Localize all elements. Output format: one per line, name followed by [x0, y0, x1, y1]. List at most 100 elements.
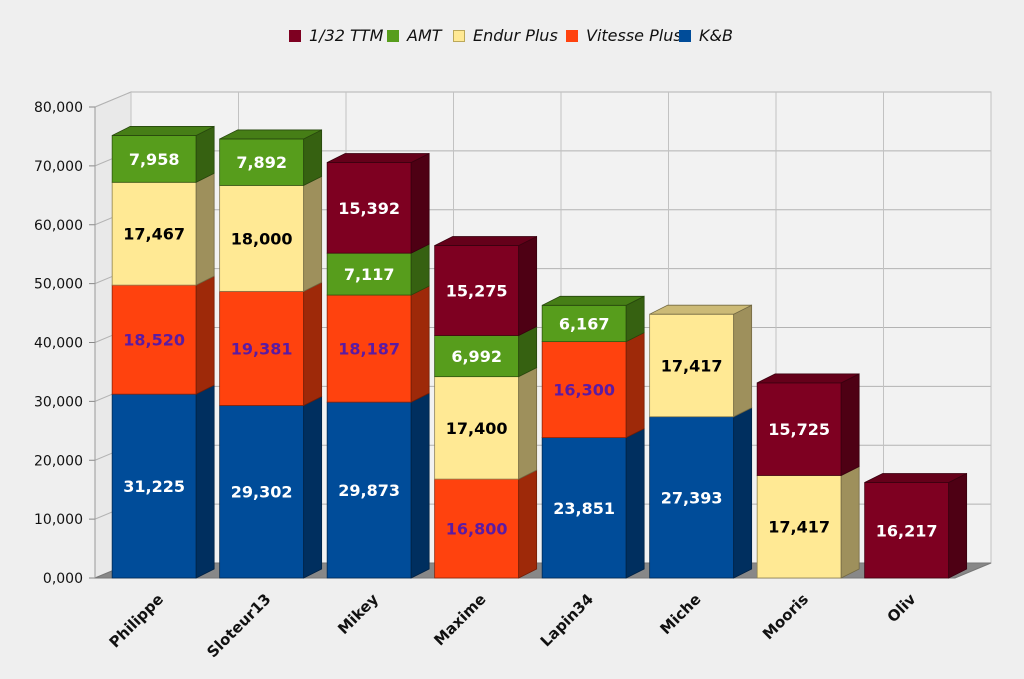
data-label: 16,217: [876, 521, 938, 540]
y-tick-label: 10,000: [34, 512, 83, 528]
legend-item-ttm: 1/32 TTM: [289, 26, 383, 45]
legend-swatch-kb: [679, 29, 691, 42]
bar-segment: [111, 181, 197, 286]
data-label: 23,851: [553, 499, 615, 518]
bar-side: [625, 427, 645, 579]
legend-swatch-endur: [453, 29, 465, 42]
bar-side: [518, 469, 538, 579]
legend-swatch-amt: [387, 29, 399, 42]
y-tick-label: 70,000: [34, 159, 83, 175]
bar-top: [649, 304, 752, 315]
y-tick-label: 40,000: [34, 336, 83, 352]
data-label: 6,167: [559, 314, 610, 333]
bar-segment: [326, 401, 412, 579]
legend-item-endur: Endur Plus: [453, 26, 558, 45]
y-tick-label: 80,000: [34, 100, 83, 116]
bar-top: [864, 473, 967, 483]
legend-swatch-ttm: [289, 29, 301, 42]
data-label: 18,000: [231, 229, 293, 248]
data-label: 19,381: [231, 339, 293, 358]
bar-segment: [649, 416, 735, 579]
chart-legend: 1/32 TTM AMT Endur Plus Vitesse Plus K&B: [0, 26, 1024, 54]
data-label: 18,187: [338, 340, 400, 359]
bar-side: [948, 472, 968, 579]
data-label: 17,467: [123, 225, 185, 244]
bar-segment: [756, 475, 842, 579]
bar-side: [733, 407, 753, 579]
bar-top: [756, 373, 860, 384]
legend-label-endur: Endur Plus: [473, 26, 558, 45]
bar-segment: [326, 294, 412, 403]
bar-top: [434, 236, 537, 246]
bar-segment: [326, 162, 412, 254]
y-tick-label: 50,000: [34, 277, 83, 293]
bar-side: [195, 125, 215, 183]
data-label: 29,302: [231, 483, 293, 502]
category-label: Mooris: [759, 590, 812, 643]
legend-item-amt: AMT: [387, 26, 442, 45]
bar-side: [625, 331, 645, 439]
category-label: Sloteur13: [203, 590, 274, 661]
data-label: 17,417: [768, 518, 830, 537]
data-label: 16,300: [553, 381, 615, 400]
bar-side: [303, 129, 323, 187]
data-label: 17,417: [661, 356, 723, 375]
data-label: 15,275: [446, 282, 508, 301]
bar-side: [195, 172, 215, 286]
legend-item-vitesse: Vitesse Plus: [566, 26, 682, 45]
bar-segment: [434, 335, 520, 378]
bar-top: [111, 126, 215, 136]
bar-side: [195, 384, 215, 579]
chart-bars: [111, 125, 968, 579]
data-label: 17,400: [446, 419, 508, 438]
data-label: 6,992: [451, 347, 502, 366]
bar-segment: [434, 245, 520, 336]
bar-side: [840, 465, 860, 579]
bar-side: [410, 152, 430, 254]
legend-label-kb: K&B: [699, 26, 733, 45]
bar-side: [303, 175, 323, 293]
data-label: 15,392: [338, 199, 400, 218]
bar-side: [195, 275, 215, 395]
legend-item-kb: K&B: [679, 26, 733, 45]
data-label: 7,892: [236, 153, 287, 172]
category-label: Philippe: [106, 590, 167, 651]
bar-segment: [864, 482, 950, 579]
y-tick-label: 20,000: [34, 453, 83, 469]
bar-side: [410, 285, 430, 403]
bar-side: [303, 395, 323, 579]
category-label: Lapin34: [537, 590, 597, 650]
bar-side: [303, 281, 323, 407]
data-label: 31,225: [123, 477, 185, 496]
bar-side: [410, 392, 430, 579]
bar-segment: [219, 290, 305, 406]
bar-segment: [111, 284, 197, 395]
bar-segment: [219, 185, 305, 292]
legend-swatch-vitesse: [566, 29, 578, 42]
bar-side: [518, 235, 538, 337]
legend-label-ttm: 1/32 TTM: [309, 26, 384, 45]
bar-side: [518, 367, 538, 480]
bar-segment: [649, 313, 735, 418]
category-label: Maxime: [430, 590, 489, 649]
data-label: 15,725: [768, 420, 830, 439]
y-tick-label: 60,000: [34, 218, 83, 234]
legend-label-amt: AMT: [407, 26, 442, 45]
data-label: 27,393: [661, 488, 723, 507]
category-label: Miche: [657, 590, 705, 638]
bar-segment: [541, 304, 627, 343]
y-tick-label: 0,000: [43, 571, 83, 587]
category-label: Oliv: [884, 590, 920, 626]
bar-segment: [219, 138, 305, 186]
data-label: 7,117: [344, 265, 395, 284]
data-label: 29,873: [338, 481, 400, 500]
gridline-side: [94, 91, 132, 108]
bar-top: [326, 153, 430, 163]
bar-side: [840, 373, 860, 477]
bar-side: [733, 304, 753, 418]
bar-segment: [219, 405, 305, 579]
category-label: Mikey: [334, 590, 382, 638]
legend-label-vitesse: Vitesse Plus: [586, 26, 682, 45]
bar-top: [541, 295, 645, 306]
